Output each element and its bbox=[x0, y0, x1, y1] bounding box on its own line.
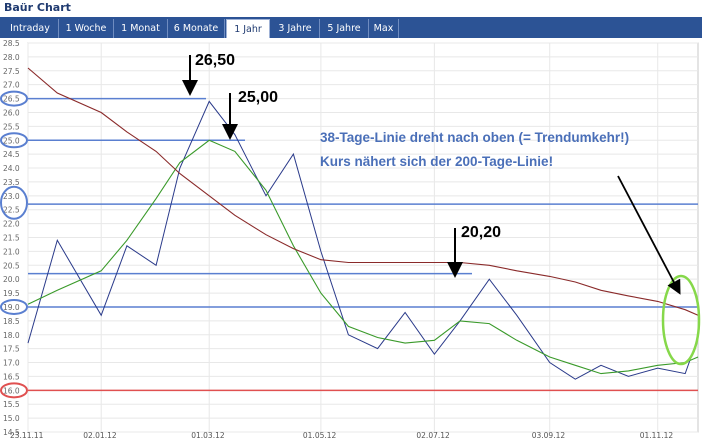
series-price bbox=[27, 100, 699, 380]
y-tick-label: 26.0 bbox=[3, 108, 20, 117]
y-tick-label: 17.5 bbox=[3, 345, 20, 354]
y-tick-label: 15.0 bbox=[3, 414, 20, 423]
tab-1-woche[interactable]: 1 Woche bbox=[59, 19, 114, 38]
circled-tick-marker bbox=[0, 132, 28, 149]
y-tick-label: 20.5 bbox=[3, 261, 20, 270]
y-tick-label: 25.0 bbox=[3, 136, 20, 145]
y-tick-label: 16.5 bbox=[3, 372, 20, 381]
note-trend-reversal: 38-Tage-Linie dreht nach oben (= Trendum… bbox=[320, 130, 629, 145]
y-tick-label: 18.0 bbox=[3, 331, 20, 340]
tab-intraday[interactable]: Intraday bbox=[2, 19, 59, 38]
y-tick-label: 24.5 bbox=[3, 150, 20, 159]
y-tick-label: 21.0 bbox=[3, 247, 20, 256]
period-tab-bar: Intraday 1 Woche 1 Monat 6 Monate 1 Jahr… bbox=[0, 17, 702, 38]
circled-tick-marker bbox=[0, 382, 28, 399]
series-38-day bbox=[27, 139, 699, 375]
peak-label-25-00: 25,00 bbox=[238, 89, 278, 106]
y-tick-label: 19.0 bbox=[3, 303, 20, 312]
series-200-day bbox=[27, 67, 699, 316]
y-tick-label: 22.0 bbox=[3, 220, 20, 229]
x-tick-label: 01.05.12 bbox=[303, 431, 337, 440]
x-axis: 23.11.11 02.01.12 01.03.12 01.05.12 02.07.12… bbox=[10, 431, 673, 440]
y-tick-label: 19.5 bbox=[3, 289, 20, 298]
x-tick-label: 02.07.12 bbox=[416, 431, 450, 440]
x-tick-label: 02.01.12 bbox=[83, 431, 117, 440]
x-tick-label: 03.09.12 bbox=[532, 431, 566, 440]
green-circle-marker bbox=[661, 274, 701, 366]
y-tick-label: 28.5 bbox=[3, 39, 20, 48]
y-tick-label: 17.0 bbox=[3, 359, 20, 368]
y-tick-label: 24.0 bbox=[3, 164, 20, 173]
chart-title: Baür Chart bbox=[4, 1, 71, 14]
tab-max[interactable]: Max bbox=[369, 19, 399, 38]
y-tick-label: 27.0 bbox=[3, 81, 20, 90]
y-tick-label: 23.5 bbox=[3, 178, 20, 187]
x-tick-label: 01.03.12 bbox=[191, 431, 225, 440]
x-tick-label: 01.11.12 bbox=[640, 431, 674, 440]
y-tick-label: 26.5 bbox=[3, 95, 20, 104]
y-tick-label: 23.0 bbox=[3, 192, 20, 201]
annotation-markers bbox=[0, 55, 701, 399]
tab-6-monate[interactable]: 6 Monate bbox=[168, 19, 225, 38]
tab-1-jahr[interactable]: 1 Jahr bbox=[226, 19, 270, 38]
tab-3-jahre[interactable]: 3 Jahre bbox=[271, 19, 320, 38]
circled-tick-marker bbox=[0, 298, 28, 315]
peak-label-26-50: 26,50 bbox=[195, 52, 235, 69]
circled-tick-marker bbox=[0, 185, 28, 220]
y-axis: 28.5 28.0 27.5 27.0 26.5 26.0 25.5 25.0 24.5 24.0… bbox=[3, 39, 20, 437]
tab-5-jahre[interactable]: 5 Jahre bbox=[320, 19, 369, 38]
price-chart: 28.5 28.0 27.5 27.0 26.5 26.0 25.5 25.0 24.5 24.0… bbox=[0, 39, 701, 440]
y-tick-label: 16.0 bbox=[3, 386, 20, 395]
y-tick-label: 28.0 bbox=[3, 53, 20, 62]
y-tick-label: 22.5 bbox=[3, 206, 20, 215]
tab-1-monat[interactable]: 1 Monat bbox=[114, 19, 168, 38]
circled-tick-marker bbox=[0, 90, 28, 107]
grid bbox=[27, 42, 698, 433]
y-tick-label: 14.5 bbox=[3, 428, 20, 437]
arrow-trend bbox=[617, 175, 681, 295]
chart-title-bar: Baür Chart bbox=[0, 0, 702, 17]
y-tick-label: 25.5 bbox=[3, 122, 20, 131]
note-approach-200: Kurs nähert sich der 200-Tage-Linie! bbox=[320, 154, 553, 169]
y-tick-label: 15.5 bbox=[3, 400, 20, 409]
series-lines bbox=[27, 67, 699, 380]
y-tick-label: 18.5 bbox=[3, 317, 20, 326]
y-tick-label: 21.5 bbox=[3, 234, 20, 243]
peak-label-20-20: 20,20 bbox=[461, 224, 501, 241]
x-tick-label: 23.11.11 bbox=[10, 431, 44, 440]
y-tick-label: 20.0 bbox=[3, 275, 20, 284]
y-tick-label: 27.5 bbox=[3, 67, 20, 76]
